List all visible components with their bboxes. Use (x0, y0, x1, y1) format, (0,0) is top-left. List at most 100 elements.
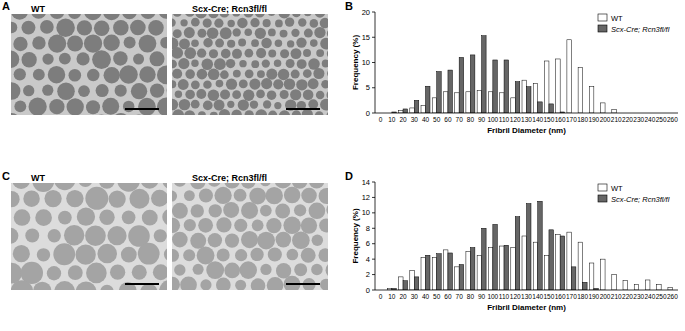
x-tick-label: 20 (399, 116, 407, 123)
fibril (12, 183, 30, 189)
fibril (14, 100, 26, 112)
x-tick-label: 100 (487, 293, 498, 300)
x-tick-label: 250 (656, 293, 667, 300)
fibril (64, 225, 84, 245)
fibril (268, 111, 277, 115)
fibril (316, 91, 325, 100)
fibril (57, 83, 75, 101)
fibril (309, 202, 326, 219)
bar (623, 281, 627, 290)
fibril (23, 190, 39, 206)
fibril (327, 49, 328, 59)
fibril (68, 14, 81, 19)
bar (634, 285, 638, 290)
fibril (214, 100, 225, 111)
fibril (49, 99, 64, 114)
fibril (140, 183, 158, 189)
fibril (320, 279, 328, 290)
x-tick-label: 10 (388, 116, 396, 123)
fibril (140, 14, 155, 19)
x-tick-label: 230 (633, 116, 644, 123)
fibril (296, 37, 306, 47)
fibril (21, 52, 36, 67)
micrograph-bg (11, 14, 167, 115)
bar (567, 232, 571, 290)
fibril (11, 183, 12, 192)
fibril (104, 67, 120, 83)
fibril (33, 69, 45, 81)
bar (448, 70, 452, 113)
fibril (191, 59, 198, 66)
fibril (32, 36, 45, 49)
fibril (261, 38, 272, 49)
x-tick-label: 150 (544, 293, 555, 300)
x-tick-label: 250 (656, 116, 667, 123)
fibril (42, 53, 53, 64)
fibril (190, 233, 206, 249)
x-tick-label: 150 (544, 116, 555, 123)
image-title: Scx-Cre; Rcn3fl/fl (192, 4, 267, 14)
fibril (260, 205, 272, 217)
fibril (85, 225, 106, 246)
fibril (25, 229, 39, 243)
x-tick-label: 190 (588, 293, 599, 300)
bar (533, 242, 537, 290)
fibril (321, 80, 328, 89)
x-tick-label: 180 (577, 116, 588, 123)
fibril (262, 59, 270, 67)
x-tick-label: 70 (456, 293, 464, 300)
bar (571, 267, 575, 290)
x-tick-label: 90 (478, 293, 486, 300)
fibril (202, 59, 214, 71)
fibril (292, 14, 300, 17)
fibril (298, 18, 306, 26)
fibril (255, 109, 267, 115)
fibril (121, 247, 137, 263)
fibril (268, 28, 276, 36)
scale-bar (286, 283, 320, 285)
fibril (232, 49, 242, 59)
bar (645, 280, 649, 290)
fibril (280, 90, 289, 99)
bar (578, 242, 582, 290)
fibril (286, 59, 295, 68)
fibril (231, 109, 241, 115)
x-tick-label: 120 (510, 293, 521, 300)
fibril (318, 248, 328, 262)
fibril (239, 79, 248, 88)
bar (522, 80, 526, 113)
fibril (316, 49, 324, 57)
fibril (238, 39, 246, 47)
bar (567, 40, 571, 113)
fibril (148, 20, 164, 36)
bars (392, 36, 616, 113)
bar (455, 93, 459, 113)
fibril (160, 37, 167, 48)
micrograph (172, 183, 328, 290)
fibril (291, 29, 299, 37)
fibril (174, 183, 187, 187)
y-axis-title: Frequency (%) (351, 35, 360, 90)
fibril (239, 261, 257, 279)
fibril (203, 38, 212, 47)
image-title: Scx-Cre; Rcn3fl/fl (192, 173, 267, 183)
fibril (14, 209, 31, 226)
fibril (131, 83, 147, 99)
title-bg (190, 3, 278, 14)
figure: ABCDWTScx-Cre; Rcn3fl/flWTScx-Cre; Rcn3f… (0, 0, 685, 331)
bar (601, 103, 605, 113)
x-tick-label: 60 (444, 116, 452, 123)
fibril (233, 28, 241, 36)
fibril (99, 210, 114, 225)
x-tick-label: 260 (667, 293, 678, 300)
x-tick-label: 140 (532, 116, 543, 123)
fibril (94, 20, 110, 36)
legend-label: WT (611, 184, 623, 193)
bar (432, 258, 436, 290)
x-tick-label: 140 (532, 293, 543, 300)
fibril (133, 54, 144, 65)
bar (589, 87, 593, 113)
fibril (310, 19, 319, 28)
bar (657, 285, 661, 290)
fibril (303, 69, 312, 78)
